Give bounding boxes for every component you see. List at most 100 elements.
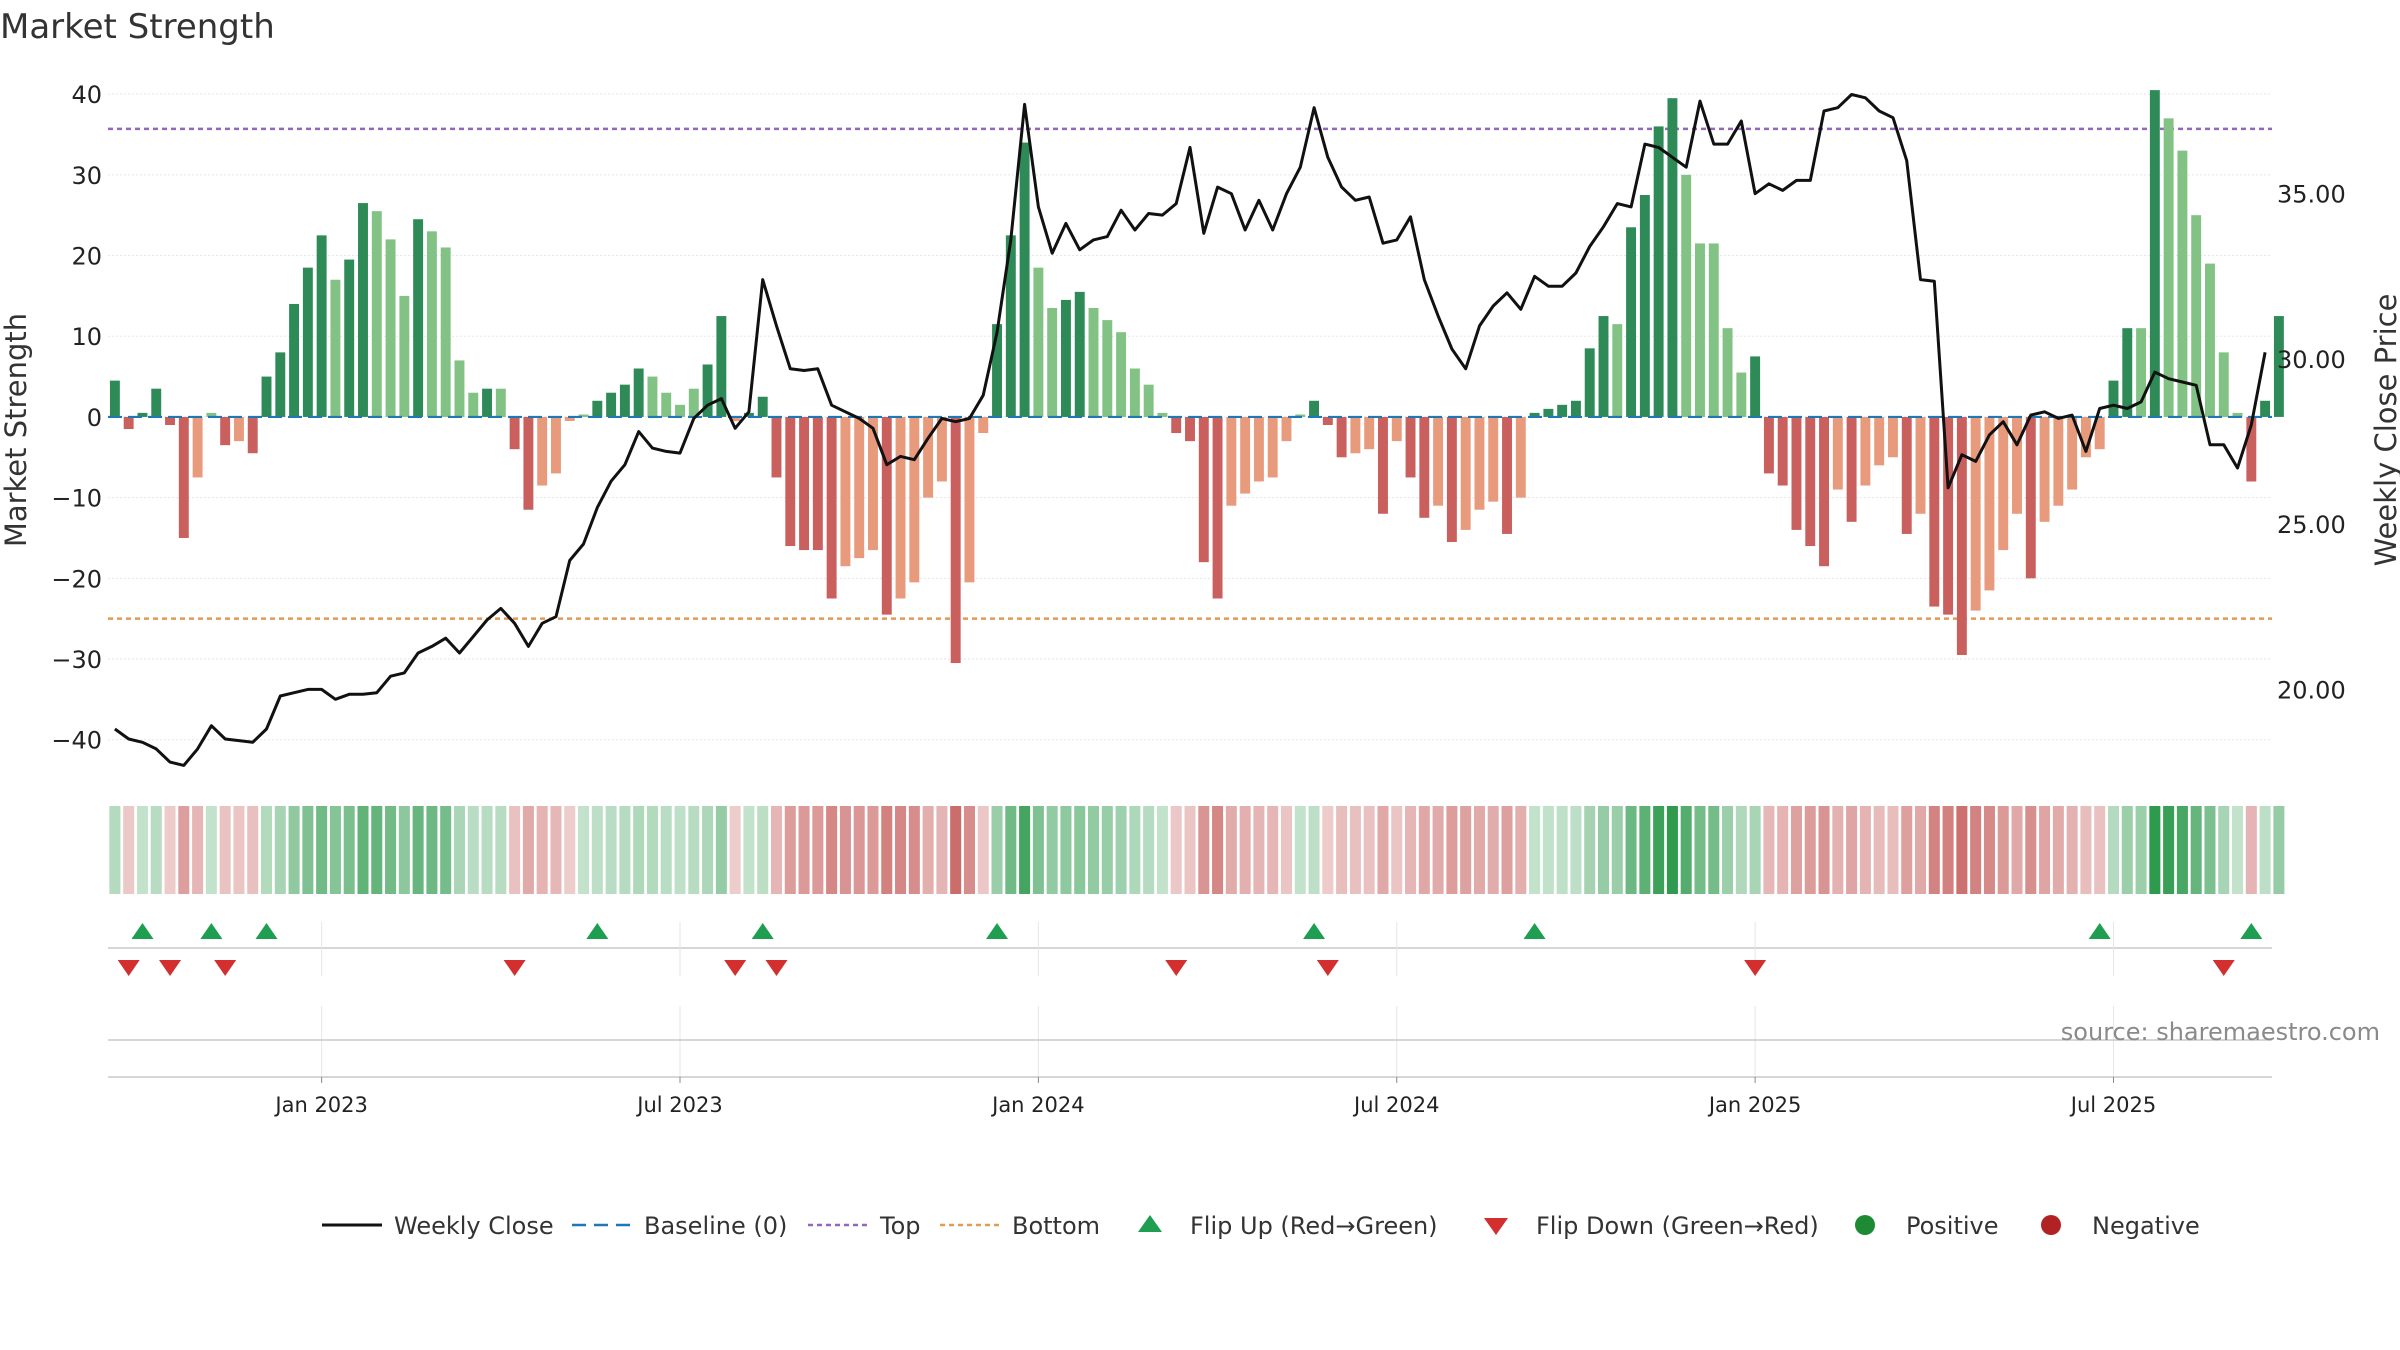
flip-up-marker — [255, 923, 278, 939]
strength-bar — [2246, 416, 2257, 482]
heat-cell — [1377, 806, 1389, 894]
flip-up-marker — [131, 923, 154, 939]
x-tick-label: Jan 2023 — [273, 1093, 368, 1117]
strength-bar — [233, 416, 244, 442]
heat-cell — [1308, 806, 1320, 894]
strength-bar — [1846, 416, 1857, 522]
heat-cell — [453, 806, 465, 894]
strength-bar — [137, 412, 148, 417]
strength-bar — [1750, 356, 1761, 417]
strength-bar — [812, 416, 823, 551]
flip-up-marker — [2088, 923, 2111, 939]
strength-bar — [495, 388, 506, 417]
triangle-up-icon — [1138, 1215, 1162, 1232]
y2-tick-label: 35.00 — [2277, 181, 2346, 209]
strength-bar — [661, 392, 672, 417]
strength-bar — [426, 231, 437, 417]
heat-cell — [1639, 806, 1651, 894]
strength-bar — [1915, 416, 1926, 514]
strength-bar — [1005, 235, 1016, 417]
strength-bar — [482, 388, 493, 417]
heat-cell — [1473, 806, 1485, 894]
heat-cell — [1597, 806, 1610, 894]
strength-bar — [2177, 150, 2188, 417]
strength-bar — [1722, 328, 1733, 417]
strength-bar — [261, 376, 272, 417]
strength-bar — [1143, 384, 1154, 417]
strength-bar — [123, 416, 134, 430]
y2-axis-title: Weekly Close Price — [2369, 294, 2400, 567]
strength-bar — [1419, 416, 1430, 518]
strength-bar — [592, 400, 603, 417]
heat-cell — [357, 806, 369, 894]
bottom-panel — [108, 1006, 2272, 1078]
heat-cell — [1418, 806, 1430, 894]
heat-cell — [1088, 806, 1100, 894]
heat-cell — [2052, 806, 2064, 894]
y-tick-label: 40 — [71, 81, 102, 109]
strength-bar — [1667, 98, 1678, 417]
heat-cell — [619, 806, 631, 894]
strength-bar — [1557, 404, 1568, 417]
heat-cell — [1956, 806, 1968, 894]
strength-bar — [854, 416, 865, 559]
heat-cell — [908, 806, 920, 894]
heat-cell — [1749, 806, 1761, 894]
heat-cell — [1928, 806, 1940, 894]
heat-cell — [1143, 806, 1155, 894]
strength-bar — [1584, 348, 1595, 417]
heat-cell — [895, 806, 907, 894]
flip-down-marker — [724, 960, 747, 976]
heat-cell — [1584, 806, 1596, 894]
heat-cell — [1060, 806, 1072, 894]
strength-bar — [1295, 414, 1306, 417]
strength-bar — [1102, 320, 1113, 417]
heat-cell — [550, 806, 562, 894]
heat-cell — [302, 806, 314, 894]
strength-bar — [1171, 416, 1182, 434]
strength-bar — [2080, 416, 2091, 458]
heat-cell — [660, 806, 672, 894]
strength-bar — [1226, 416, 1237, 506]
heat-cell — [564, 806, 576, 894]
legend-item: Bottom — [940, 1212, 1100, 1240]
heat-cell — [2232, 806, 2244, 894]
strength-bar — [302, 267, 313, 417]
heat-cell — [867, 806, 879, 894]
heat-cell — [1708, 806, 1720, 894]
heat-cell — [1460, 806, 1472, 894]
y2-tick-label: 25.00 — [2277, 511, 2346, 539]
heat-cell — [578, 806, 590, 894]
strength-bar — [2053, 416, 2064, 506]
heat-cell — [2149, 806, 2161, 894]
heat-cell — [1501, 806, 1513, 894]
heat-cell — [1529, 806, 1541, 894]
strength-bar — [413, 219, 424, 417]
strength-bar — [2149, 90, 2160, 417]
heat-cell — [715, 806, 727, 894]
heat-cell — [1942, 806, 1954, 894]
strength-bar — [1653, 126, 1664, 417]
strength-bar — [358, 203, 368, 417]
legend-item: Positive — [1855, 1212, 1999, 1240]
x-tick-label: Jan 2024 — [990, 1093, 1085, 1117]
strength-bar — [523, 416, 534, 510]
legend-item: Weekly Close — [322, 1212, 554, 1240]
heat-cell — [1405, 806, 1417, 894]
strength-bar — [2067, 416, 2078, 490]
strength-bar — [220, 416, 231, 446]
strength-bar — [1695, 243, 1705, 417]
heat-cell — [536, 806, 548, 894]
strength-bar — [1019, 142, 1030, 417]
strength-bar — [1984, 416, 1995, 591]
heat-cell — [123, 806, 135, 894]
strength-bar — [2218, 352, 2229, 417]
strength-bar — [1570, 400, 1581, 417]
strength-bar — [633, 368, 644, 417]
strength-bar — [1378, 416, 1388, 514]
heat-cell — [150, 806, 162, 894]
heat-cell — [977, 806, 989, 894]
heat-cell — [316, 806, 328, 894]
strength-bar — [964, 416, 975, 583]
heat-cell — [164, 806, 176, 894]
